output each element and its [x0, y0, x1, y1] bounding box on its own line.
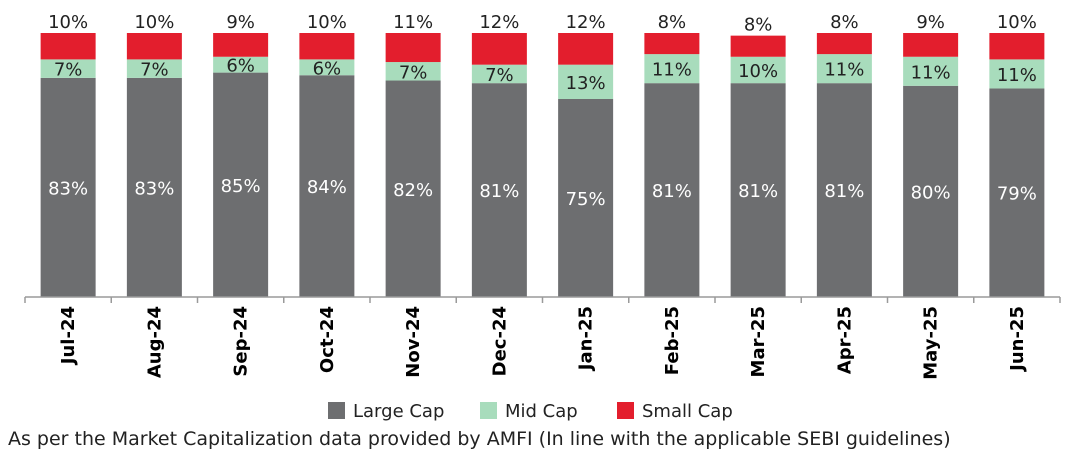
data-label-large-cap: 83%	[134, 178, 174, 199]
bar-segment-small-cap-jul-24	[40, 33, 96, 60]
bar-segment-large-cap-nov-24	[385, 80, 441, 298]
x-tick-label: Nov-24	[403, 306, 424, 378]
bar-segment-mid-cap-jan-25	[558, 64, 614, 99]
bar-segment-large-cap-feb-25	[644, 83, 700, 297]
data-label-small-cap: 10%	[48, 12, 88, 33]
data-label-small-cap: 12%	[479, 12, 519, 33]
x-tick-label: May-25	[921, 306, 942, 380]
x-tick-label: Sep-24	[231, 306, 252, 377]
x-tick-label: Jul-24	[58, 306, 79, 366]
legend-swatch-large-cap	[328, 402, 345, 419]
x-tick-label: Mar-25	[748, 306, 769, 377]
data-label-large-cap: 80%	[911, 182, 951, 203]
bar-segment-large-cap-oct-24	[299, 75, 355, 298]
data-label-large-cap: 81%	[824, 181, 864, 202]
data-label-large-cap: 82%	[393, 180, 433, 201]
bar-segment-small-cap-may-25	[903, 33, 959, 57]
bar-segment-mid-cap-jun-25	[989, 59, 1045, 89]
bar-segment-small-cap-aug-24	[126, 33, 182, 60]
data-label-small-cap: 12%	[566, 12, 606, 33]
bar-segment-small-cap-dec-24	[471, 33, 527, 65]
data-label-mid-cap: 6%	[226, 56, 255, 77]
data-label-mid-cap: 7%	[140, 60, 169, 81]
x-tick-label: Apr-25	[834, 306, 855, 374]
legend-label: Large Cap	[353, 401, 444, 422]
data-label-large-cap: 81%	[652, 181, 692, 202]
data-label-large-cap: 83%	[48, 178, 88, 199]
data-label-large-cap: 79%	[997, 184, 1037, 205]
bar-segment-mid-cap-dec-24	[471, 64, 527, 84]
data-label-small-cap: 11%	[393, 12, 433, 33]
data-label-small-cap: 8%	[744, 15, 773, 36]
bar-segment-small-cap-feb-25	[644, 33, 700, 55]
bar-segment-mid-cap-jul-24	[40, 59, 96, 78]
bar-segment-large-cap-jun-25	[989, 88, 1045, 297]
bar-segment-large-cap-may-25	[903, 85, 959, 297]
data-label-mid-cap: 7%	[485, 65, 514, 86]
legend-swatch-small-cap	[617, 402, 634, 419]
data-label-mid-cap: 11%	[824, 60, 864, 81]
data-label-mid-cap: 6%	[313, 58, 342, 79]
bar-segment-mid-cap-may-25	[903, 56, 959, 86]
data-label-large-cap: 75%	[566, 189, 606, 210]
legend-label: Mid Cap	[505, 401, 578, 422]
bar-segment-mid-cap-nov-24	[385, 62, 441, 81]
bar-segment-large-cap-jan-25	[558, 99, 614, 297]
bar-segment-large-cap-jul-24	[40, 77, 96, 297]
data-label-large-cap: 81%	[479, 181, 519, 202]
bar-segment-small-cap-oct-24	[299, 33, 355, 60]
x-tick-label: Jan-25	[576, 306, 597, 372]
legend-swatch-mid-cap	[480, 402, 497, 419]
data-label-small-cap: 9%	[916, 12, 945, 33]
x-tick-label: Dec-24	[489, 306, 510, 376]
data-labels-layer: 83% 7% 10% 83% 7% 10% 85% 6% 9% 84% 6% 10% 82% 7% 11% 8…	[48, 12, 1037, 210]
bar-segment-large-cap-mar-25	[730, 83, 786, 297]
bar-segment-large-cap-aug-24	[126, 77, 182, 297]
footnote: As per the Market Capitalization data pr…	[8, 428, 951, 450]
data-label-mid-cap: 11%	[652, 60, 692, 81]
bar-segment-mid-cap-oct-24	[299, 59, 355, 76]
bar-segment-small-cap-mar-25	[730, 35, 786, 57]
bar-segment-small-cap-nov-24	[385, 33, 441, 63]
legend-label: Small Cap	[642, 401, 733, 422]
bar-segment-mid-cap-feb-25	[644, 54, 700, 84]
data-label-small-cap: 10%	[997, 12, 1037, 33]
bar-segment-mid-cap-mar-25	[730, 56, 786, 84]
bar-segment-small-cap-sep-24	[213, 33, 269, 57]
x-tick-label: Feb-25	[662, 306, 683, 375]
bar-segment-mid-cap-sep-24	[213, 56, 269, 73]
x-axis: Jul-24 Aug-24 Sep-24 Oct-24 Nov-24 Dec-24 Jan-…	[24, 296, 1061, 380]
legend: Large Cap Mid Cap Small Cap	[328, 401, 733, 422]
data-label-small-cap: 10%	[307, 12, 347, 33]
bar-segment-mid-cap-apr-25	[816, 54, 872, 84]
data-label-mid-cap: 11%	[997, 65, 1037, 86]
data-label-small-cap: 9%	[226, 12, 255, 33]
bars-layer	[40, 33, 1045, 298]
bar-segment-large-cap-apr-25	[816, 83, 872, 297]
bar-segment-large-cap-dec-24	[471, 83, 527, 297]
x-tick-label: Aug-24	[144, 306, 165, 378]
data-label-large-cap: 84%	[307, 177, 347, 198]
x-tick-label: Jun-25	[1007, 306, 1028, 373]
bar-segment-small-cap-jan-25	[558, 33, 614, 65]
data-label-large-cap: 85%	[221, 176, 261, 197]
x-tick-label: Oct-24	[317, 306, 338, 373]
bar-segment-large-cap-sep-24	[213, 72, 269, 297]
bar-segment-small-cap-apr-25	[816, 33, 872, 55]
data-label-mid-cap: 7%	[54, 60, 83, 81]
data-label-small-cap: 8%	[830, 12, 859, 33]
bar-segment-small-cap-jun-25	[989, 33, 1045, 60]
data-label-mid-cap: 10%	[738, 61, 778, 82]
data-label-small-cap: 10%	[134, 12, 174, 33]
data-label-mid-cap: 11%	[911, 62, 951, 83]
data-label-mid-cap: 7%	[399, 62, 428, 83]
data-label-large-cap: 81%	[738, 181, 778, 202]
bar-segment-mid-cap-aug-24	[126, 59, 182, 78]
data-label-small-cap: 8%	[658, 12, 687, 33]
data-label-mid-cap: 13%	[566, 73, 606, 94]
